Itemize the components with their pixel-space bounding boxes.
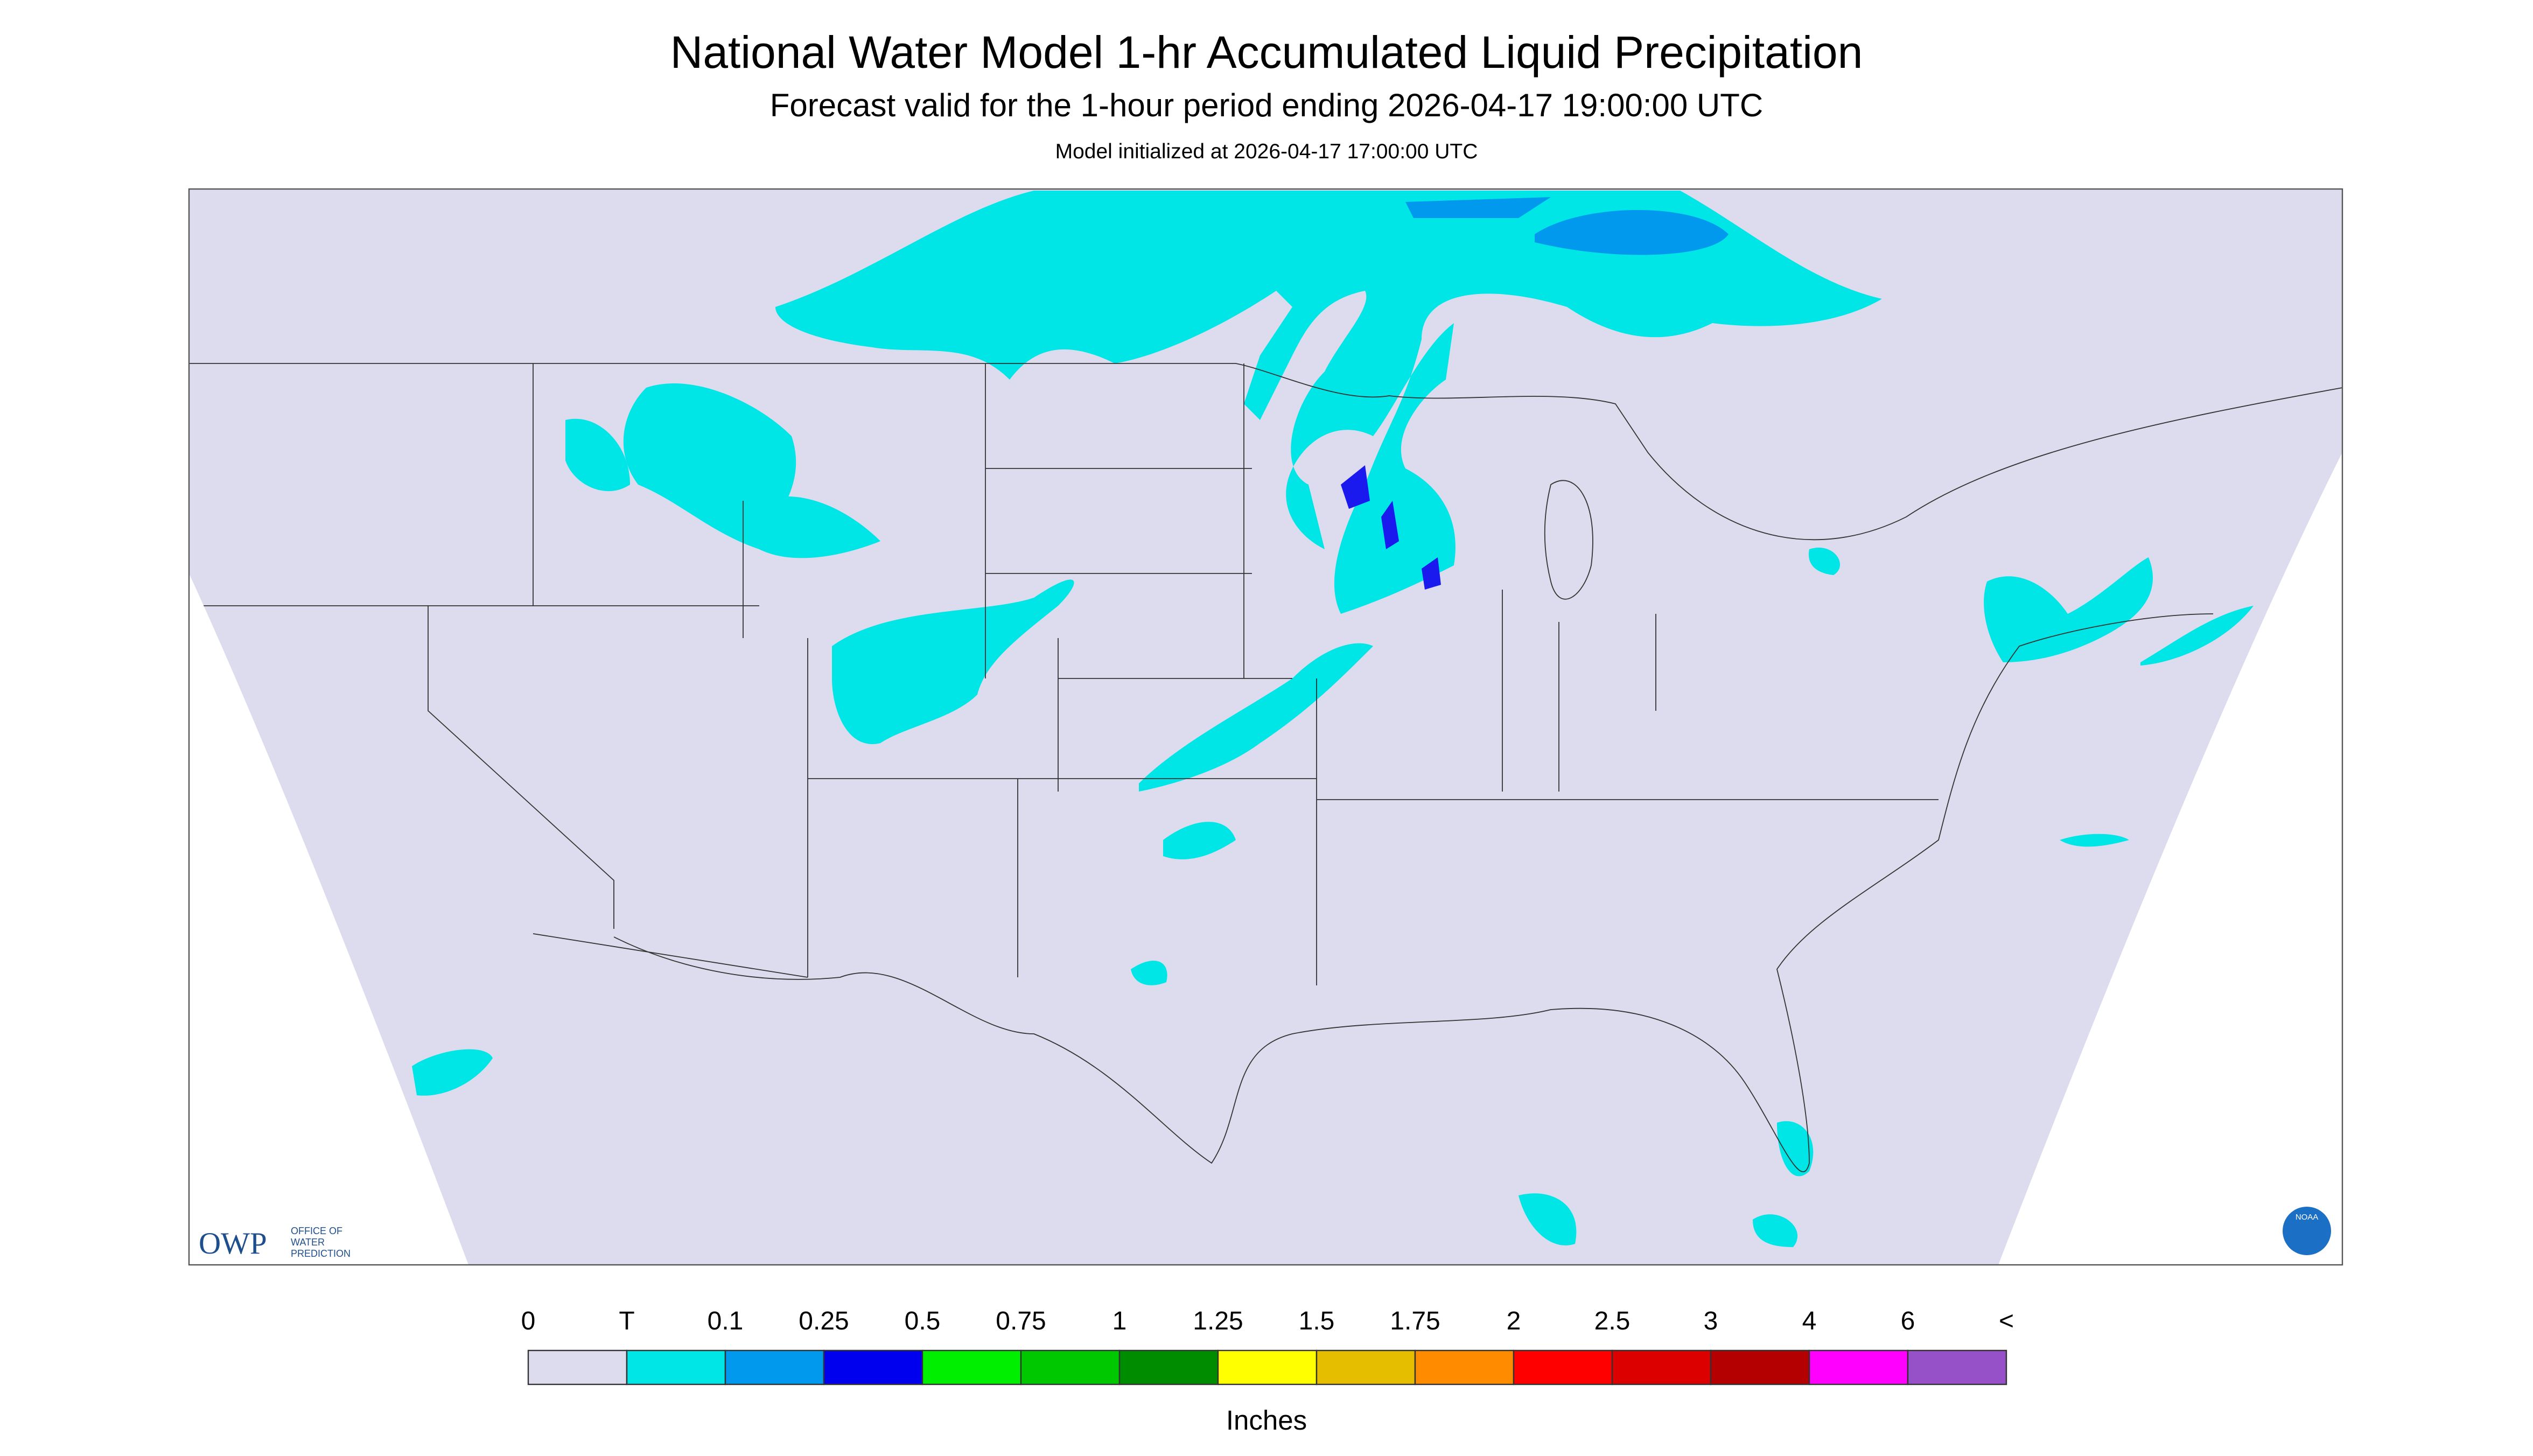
legend-swatch [823,1349,923,1385]
map-frame [188,188,2343,1266]
off-domain [189,573,468,1265]
legend-swatch [1710,1349,1810,1385]
precip-area [1519,1121,1814,1248]
precipitation [412,191,2254,1248]
legend-label: 1.5 [1299,1307,1335,1335]
map: OWP OFFICE OF WATER PREDICTION NOAA [188,188,2343,1266]
subtitle: Forecast valid for the 1-hour period end… [770,87,1763,123]
legend-label: 0.1 [708,1307,744,1335]
noaa-text: NOAA [2296,1213,2319,1222]
borders [189,363,2343,1172]
legend-label: 1.75 [1390,1307,1440,1335]
legend-label: 3 [1704,1307,1718,1335]
legend-swatch [1020,1349,1121,1385]
legend-label: 2.5 [1594,1307,1631,1335]
coastline [613,613,2214,1172]
legend-swatch [1118,1349,1219,1385]
border [189,363,2343,541]
precip-area [1139,643,1373,792]
precip-area [775,191,1882,614]
legend-swatch [1217,1349,1318,1385]
precip-area [1131,822,1236,985]
border [189,363,1939,986]
legend-label: < [1999,1307,2014,1335]
legend-swatch [527,1349,628,1385]
legend-swatch [626,1349,726,1385]
legend-label: 0.5 [905,1307,941,1335]
legend-label: 2 [1507,1307,1521,1335]
precip-area [1535,210,1729,255]
init-note: Model initialized at 2026-04-17 17:00:00… [1055,140,1478,163]
owp-logo: OWP [199,1227,267,1261]
title: National Water Model 1-hr Accumulated Li… [670,27,1863,78]
legend-swatch [1414,1349,1515,1385]
precip-area [2140,606,2254,666]
legend-label: 0.25 [799,1307,849,1335]
owp-text: WATER [291,1237,325,1248]
owp-text: PREDICTION [291,1248,351,1259]
precip-area [412,1049,493,1096]
legend-label: 0.75 [996,1307,1046,1335]
legend-swatch [1808,1349,1909,1385]
precip-area [1341,465,1441,590]
off-domain [1998,452,2342,1265]
owp-text: OFFICE OF [291,1226,342,1236]
legend-swatch [724,1349,825,1385]
legend-label: 1 [1112,1307,1127,1335]
precip-area [623,383,796,550]
precip-area [832,579,1074,744]
legend-swatch [1907,1349,2007,1385]
legend-label: 4 [1802,1307,1817,1335]
legend-unit: Inches [1226,1405,1307,1436]
legend-label: 0 [521,1307,536,1335]
precip-area [759,496,880,558]
noaa-logo [2283,1207,2331,1256]
legend-label: T [619,1307,634,1335]
legend-swatch [1513,1349,1613,1385]
precip-area [565,418,630,492]
precip-area [1984,557,2153,663]
legend-swatch [1316,1349,1416,1385]
precip-area [1405,197,1551,219]
legend-swatch [1611,1349,1712,1385]
legend: 0 T 0.1 0.25 0.5 0.75 1 1.25 1.5 1.75 2 2.5 3 4 6 < [521,1307,2014,1385]
coastline [1544,480,1593,600]
legend-label: 6 [1901,1307,1915,1335]
legend-swatch [921,1349,1022,1385]
legend-label: 1.25 [1193,1307,1243,1335]
